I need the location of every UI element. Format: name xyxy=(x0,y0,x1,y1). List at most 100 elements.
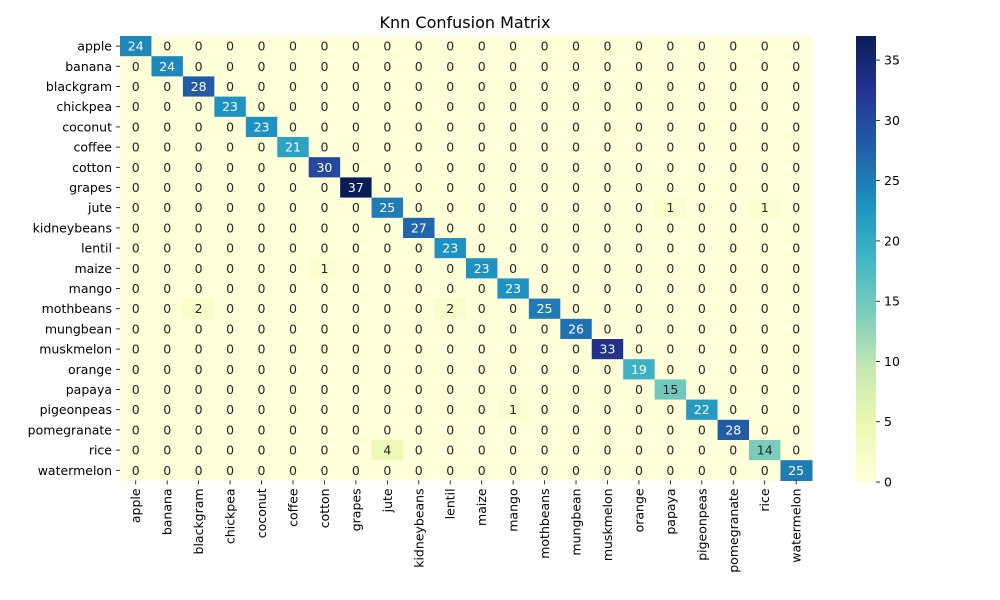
cell-value-label: 0 xyxy=(258,402,266,417)
heatmap-cell xyxy=(591,56,624,77)
heatmap-cell xyxy=(245,318,278,340)
cell-value-label: 0 xyxy=(132,443,140,458)
heatmap-cell xyxy=(277,278,310,300)
heatmap-cell xyxy=(623,359,656,380)
row-tick-label: muskmelon xyxy=(39,342,112,357)
heatmap-cell xyxy=(717,399,750,421)
cell-value-label: 0 xyxy=(572,200,580,215)
heatmap-cell xyxy=(340,440,373,461)
row-tick-label: rice xyxy=(89,443,112,458)
heatmap-cell xyxy=(717,318,750,340)
cell-value-label: 0 xyxy=(666,342,674,357)
heatmap-cell xyxy=(214,36,247,57)
heatmap-cell xyxy=(654,440,687,461)
cell-value-label: 0 xyxy=(666,59,674,74)
heatmap-cell xyxy=(497,318,530,340)
cell-value-label: 0 xyxy=(541,402,549,417)
heatmap-cell xyxy=(497,440,530,461)
cell-value-label: 0 xyxy=(446,160,454,175)
cell-value-label: 0 xyxy=(729,362,737,377)
cell-value-label: 0 xyxy=(415,281,423,296)
heatmap-cell xyxy=(277,440,310,461)
cell-value-label: 0 xyxy=(478,321,486,336)
heatmap-cell xyxy=(434,197,467,219)
heatmap-cell xyxy=(214,399,247,421)
heatmap-cell xyxy=(151,96,184,118)
heatmap-cell xyxy=(182,116,215,138)
cell-value-label: 0 xyxy=(163,200,171,215)
cell-value-label: 0 xyxy=(603,59,611,74)
cell-value-label: 0 xyxy=(289,160,297,175)
heatmap-cell xyxy=(120,217,153,239)
cell-value-label: 0 xyxy=(541,39,549,54)
cell-value-label: 0 xyxy=(635,422,643,437)
heatmap-cell xyxy=(686,359,719,380)
cell-value-label: 0 xyxy=(603,382,611,397)
heatmap-cell xyxy=(151,318,184,340)
col-tick-label: pigeonpeas xyxy=(694,488,709,560)
heatmap-cell xyxy=(182,379,215,401)
heatmap-cell xyxy=(214,238,247,259)
heatmap-cell xyxy=(277,399,310,421)
cell-value-label: 0 xyxy=(603,180,611,195)
heatmap-cell xyxy=(528,379,561,401)
cell-value-label: 0 xyxy=(541,261,549,276)
heatmap-cell xyxy=(308,298,341,320)
heatmap-cell xyxy=(245,157,278,178)
heatmap-cell xyxy=(465,440,498,461)
heatmap-cell xyxy=(749,56,782,77)
heatmap-cell xyxy=(560,36,593,57)
cell-value-label: 23 xyxy=(254,119,270,134)
cell-value-label: 0 xyxy=(635,321,643,336)
cell-value-label: 0 xyxy=(226,140,234,155)
cell-value-label: 0 xyxy=(792,140,800,155)
cell-value-label: 0 xyxy=(258,79,266,94)
cell-value-label: 0 xyxy=(603,443,611,458)
heatmap-cell xyxy=(120,399,153,421)
heatmap-cell xyxy=(277,197,310,219)
cell-value-label: 0 xyxy=(258,160,266,175)
heatmap-cell xyxy=(403,379,436,401)
heatmap-cell xyxy=(151,238,184,259)
heatmap-cell xyxy=(465,177,498,199)
cell-value-label: 0 xyxy=(729,79,737,94)
heatmap-cell xyxy=(434,460,467,481)
cell-value-label: 0 xyxy=(603,99,611,114)
heatmap-cell xyxy=(151,36,184,57)
cell-value-label: 0 xyxy=(132,281,140,296)
cell-value-label: 0 xyxy=(163,443,171,458)
heatmap-cell xyxy=(120,76,153,98)
cell-value-label: 0 xyxy=(572,140,580,155)
cell-value-label: 0 xyxy=(572,119,580,134)
heatmap-cell xyxy=(591,76,624,98)
heatmap-cell xyxy=(528,419,561,441)
cell-value-label: 0 xyxy=(132,301,140,316)
heatmap-cell xyxy=(780,419,813,441)
heatmap-cell xyxy=(120,56,153,77)
cell-value-label: 0 xyxy=(320,79,328,94)
cell-value-label: 0 xyxy=(195,402,203,417)
cell-value-label: 0 xyxy=(478,463,486,478)
heatmap-cell xyxy=(686,197,719,219)
heatmap-cell xyxy=(151,76,184,98)
cell-value-label: 0 xyxy=(163,301,171,316)
heatmap-cell xyxy=(780,399,813,421)
cell-value-label: 0 xyxy=(415,261,423,276)
heatmap-cell xyxy=(560,76,593,98)
heatmap-cell xyxy=(434,318,467,340)
cell-value-label: 0 xyxy=(761,160,769,175)
cell-value-label: 0 xyxy=(352,99,360,114)
cell-value-label: 0 xyxy=(729,160,737,175)
cell-value-label: 0 xyxy=(666,402,674,417)
cell-value-label: 0 xyxy=(666,463,674,478)
cell-value-label: 0 xyxy=(383,463,391,478)
heatmap-cell xyxy=(686,116,719,138)
heatmap-cell xyxy=(686,238,719,259)
heatmap-cell xyxy=(560,177,593,199)
cell-value-label: 0 xyxy=(635,241,643,256)
heatmap-cell xyxy=(591,96,624,118)
heatmap-cell xyxy=(528,440,561,461)
heatmap-cell xyxy=(528,197,561,219)
cell-value-label: 0 xyxy=(289,79,297,94)
heatmap-cell xyxy=(623,278,656,300)
